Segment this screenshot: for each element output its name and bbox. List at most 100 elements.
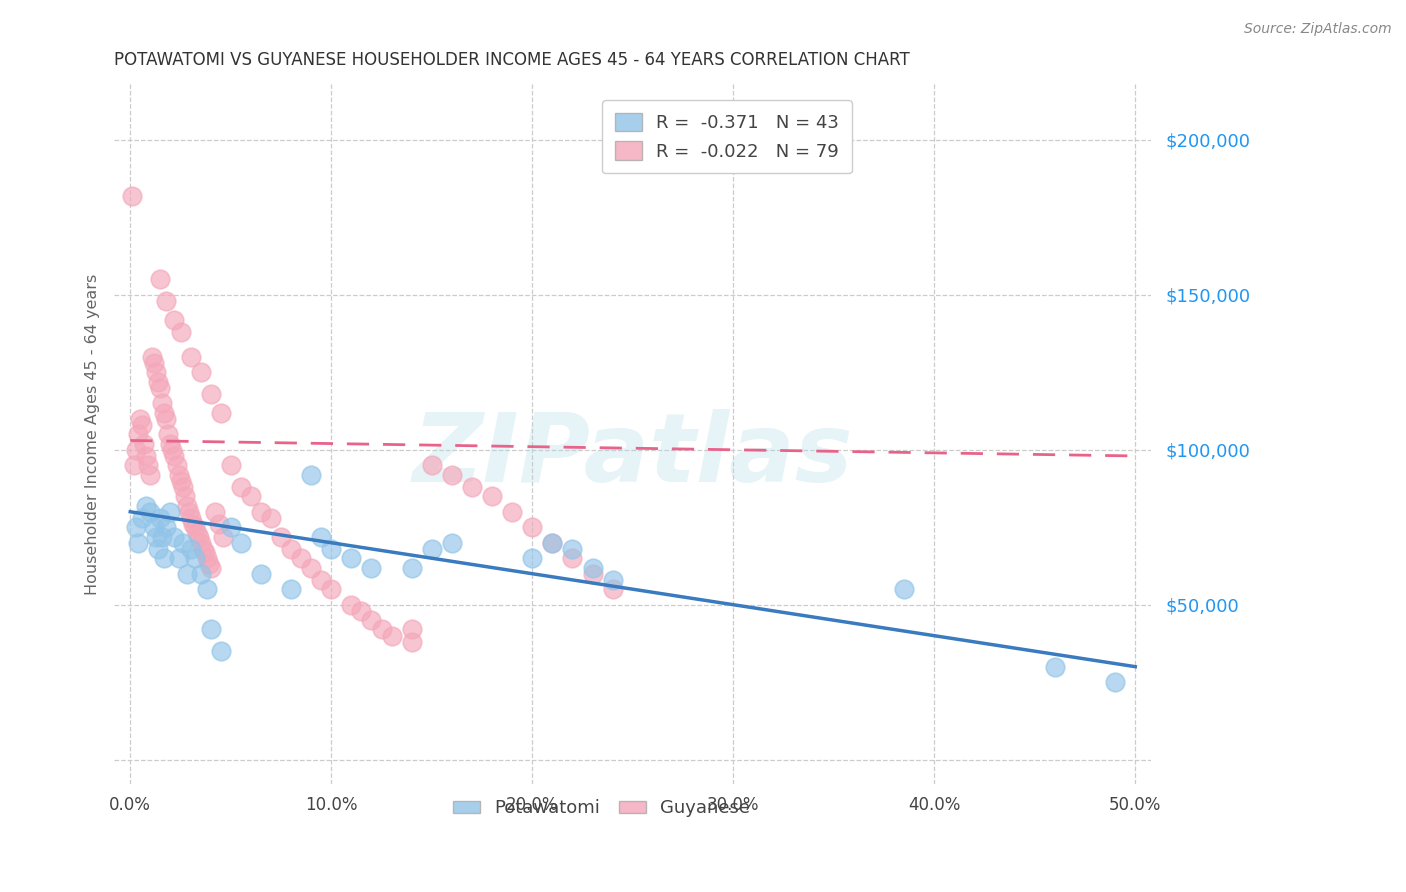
Point [280, 541, 302, 556]
Point [139, 467, 162, 482]
Point [270, 529, 292, 543]
Point [195, 582, 218, 597]
Point [131, 417, 153, 432]
Point [125, 442, 148, 457]
Point [141, 350, 163, 364]
Point [155, 520, 177, 534]
Point [176, 499, 198, 513]
Point [401, 623, 423, 637]
Point [190, 535, 212, 549]
Point [131, 511, 153, 525]
Point [148, 375, 170, 389]
Point [581, 560, 603, 574]
Point [176, 566, 198, 581]
Point [187, 529, 209, 543]
Point [194, 545, 217, 559]
Point [191, 541, 214, 556]
Point [401, 635, 423, 649]
Point [340, 598, 363, 612]
Point [186, 526, 208, 541]
Point [172, 480, 194, 494]
Point [149, 381, 172, 395]
Point [522, 551, 544, 566]
Point [180, 350, 202, 364]
Point [138, 458, 160, 473]
Point [134, 436, 156, 450]
Point [208, 517, 231, 532]
Point [135, 449, 157, 463]
Point [280, 582, 302, 597]
Point [177, 505, 200, 519]
Point [1104, 675, 1126, 690]
Point [250, 566, 273, 581]
Point [149, 511, 172, 525]
Point [461, 480, 484, 494]
Point [602, 573, 624, 587]
Point [127, 535, 149, 549]
Point [321, 582, 343, 597]
Point [181, 517, 204, 532]
Point [200, 623, 222, 637]
Point [157, 427, 180, 442]
Point [149, 272, 172, 286]
Point [148, 541, 170, 556]
Point [420, 458, 443, 473]
Point [145, 529, 167, 543]
Point [167, 551, 190, 566]
Legend: Potawatomi, Guyanese: Potawatomi, Guyanese [446, 792, 758, 824]
Point [321, 541, 343, 556]
Point [163, 529, 186, 543]
Point [183, 551, 205, 566]
Point [173, 489, 195, 503]
Point [127, 427, 149, 442]
Point [522, 520, 544, 534]
Point [183, 520, 205, 534]
Point [145, 365, 167, 379]
Point [152, 529, 174, 543]
Point [561, 541, 583, 556]
Point [135, 499, 157, 513]
Point [172, 535, 194, 549]
Point [121, 188, 143, 202]
Point [125, 520, 148, 534]
Point [153, 551, 176, 566]
Point [169, 325, 191, 339]
Point [200, 560, 222, 574]
Point [159, 436, 181, 450]
Point [124, 458, 146, 473]
Point [155, 293, 177, 308]
Point [360, 613, 382, 627]
Point [420, 541, 443, 556]
Point [163, 449, 186, 463]
Point [481, 489, 503, 503]
Point [541, 535, 564, 549]
Y-axis label: Householder Income Ages 45 - 64 years: Householder Income Ages 45 - 64 years [86, 274, 100, 595]
Point [290, 551, 312, 566]
Point [195, 551, 218, 566]
Point [309, 573, 332, 587]
Point [260, 511, 283, 525]
Point [129, 411, 152, 425]
Point [340, 551, 363, 566]
Point [239, 489, 262, 503]
Point [209, 406, 232, 420]
Text: ZIPatlas: ZIPatlas [412, 409, 853, 502]
Point [440, 467, 463, 482]
Point [163, 312, 186, 326]
Point [440, 535, 463, 549]
Point [229, 480, 252, 494]
Point [360, 560, 382, 574]
Point [180, 511, 202, 525]
Point [581, 566, 603, 581]
Point [143, 356, 166, 370]
Point [211, 529, 233, 543]
Point [143, 520, 166, 534]
Point [541, 535, 564, 549]
Point [350, 604, 373, 618]
Point [370, 623, 392, 637]
Point [299, 560, 322, 574]
Point [209, 644, 232, 658]
Point [190, 365, 212, 379]
Point [250, 505, 273, 519]
Point [152, 396, 174, 410]
